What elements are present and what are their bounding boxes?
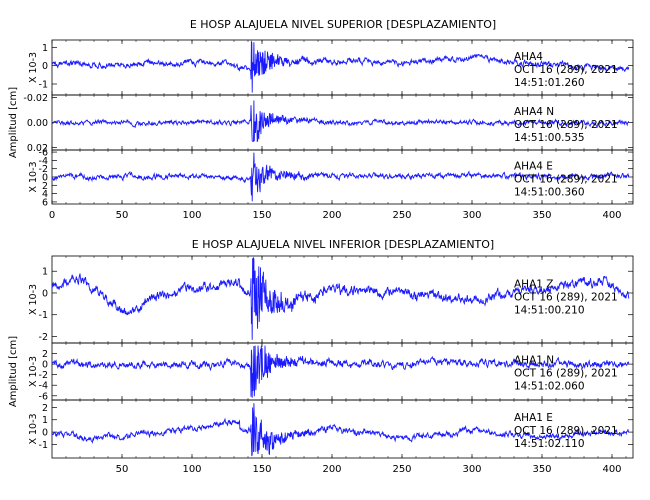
x-tick-label: 100 (182, 210, 201, 221)
figure-lower: E HOSP ALAJUELA NIVEL INFERIOR [DESPLAZA… (8, 238, 634, 475)
x-tick-label: 200 (322, 210, 341, 221)
y-tick-label: 0.02 (27, 143, 48, 154)
trace-annotation-line: 14:51:02.110 (514, 438, 585, 450)
y-tick-label: -4 (39, 156, 48, 167)
trace-annotation-line: AHA4 (514, 51, 543, 63)
x-tick-label: 150 (252, 210, 271, 221)
trace-annotation-line: AHA4 E (514, 160, 553, 172)
y-tick-label: -2 (39, 164, 48, 175)
y-tick-label: -1 (39, 80, 48, 91)
y-tick-label: 0 (42, 288, 48, 299)
y-unit-label: X 10-3 (28, 284, 39, 315)
figure-upper: E HOSP ALAJUELA NIVEL SUPERIOR [DESPLAZA… (8, 18, 634, 221)
y-tick-label: -6 (39, 148, 48, 159)
y-tick-label: 1 (42, 415, 48, 426)
y-tick-label: 0 (42, 360, 48, 371)
y-unit-label: X 10-3 (28, 52, 39, 83)
y-tick-label: -1 (39, 310, 48, 321)
x-tick-label: 400 (602, 210, 621, 221)
trace-line (51, 345, 630, 398)
panel-frame (51, 399, 634, 459)
y-axis-label: Amplitud [cm] (8, 336, 19, 407)
x-tick-label: 250 (392, 210, 411, 221)
y-tick-label: 6 (42, 197, 48, 208)
x-tick-label: 350 (532, 210, 551, 221)
trace-line (51, 40, 630, 93)
trace-annotation-line: AHA1 N (514, 355, 554, 367)
x-tick-label: 250 (392, 464, 411, 475)
x-tick-label: 50 (116, 464, 129, 475)
trace-annotation-line: OCT 16 (289), 2021 (514, 64, 618, 76)
trace-line (51, 152, 630, 202)
trace-annotation-line: 14:51:02.060 (514, 381, 585, 393)
x-tick-label: 150 (252, 464, 271, 475)
y-tick-label: 0 (42, 173, 48, 184)
y-tick-label: 4 (42, 189, 48, 200)
x-tick-label: 200 (322, 464, 341, 475)
y-tick-label: 2 (42, 349, 48, 360)
x-tick-label: 100 (182, 464, 201, 475)
trace-annotation-line: OCT 16 (289), 2021 (514, 173, 618, 185)
trace-annotation-line: AHA1 Z (514, 278, 553, 290)
trace-line (51, 100, 630, 142)
trace-annotation-line: 14:51:00.535 (514, 132, 585, 144)
y-tick-label: 0 (42, 428, 48, 439)
trace-annotation-line: OCT 16 (289), 2021 (514, 119, 618, 131)
trace-line (51, 256, 630, 340)
y-unit-label: X 10-3 (28, 413, 39, 444)
y-tick-label: -0.02 (23, 93, 48, 104)
trace-annotation-line: OCT 16 (289), 2021 (514, 291, 618, 303)
y-unit-label: X 10-3 (28, 161, 39, 192)
x-tick-label: 300 (462, 464, 481, 475)
trace-annotation-line: AHA4 N (514, 106, 554, 118)
trace-annotation-line: 14:51:00.360 (514, 186, 585, 198)
y-tick-label: -4 (39, 381, 48, 392)
figure-title: E HOSP ALAJUELA NIVEL INFERIOR [DESPLAZA… (192, 238, 494, 251)
x-tick-label: 0 (49, 210, 55, 221)
y-tick-label: 2 (42, 403, 48, 414)
y-tick-label: 1 (42, 267, 48, 278)
y-tick-label: -1 (39, 440, 48, 451)
trace-annotation-line: AHA1 E (514, 412, 553, 424)
y-tick-label: 2 (42, 181, 48, 192)
trace-annotation-line: OCT 16 (289), 2021 (514, 368, 618, 380)
y-tick-label: 1 (42, 43, 48, 54)
y-tick-label: -6 (39, 391, 48, 402)
y-tick-label: -2 (39, 332, 48, 343)
y-tick-label: 0 (42, 61, 48, 72)
figure-title: E HOSP ALAJUELA NIVEL SUPERIOR [DESPLAZA… (190, 18, 496, 31)
y-tick-label: 0.00 (27, 118, 48, 129)
x-tick-label: 300 (462, 210, 481, 221)
x-tick-label: 400 (602, 464, 621, 475)
trace-annotation-line: 14:51:01.260 (514, 77, 585, 89)
y-tick-label: -2 (39, 370, 48, 381)
trace-line (51, 403, 630, 457)
y-unit-label: X 10-3 (28, 356, 39, 387)
trace-annotation-line: OCT 16 (289), 2021 (514, 425, 618, 437)
trace-annotation-line: 14:51:00.210 (514, 304, 585, 316)
x-tick-label: 350 (532, 464, 551, 475)
x-tick-label: 50 (116, 210, 129, 221)
y-axis-label: Amplitud [cm] (8, 87, 19, 158)
